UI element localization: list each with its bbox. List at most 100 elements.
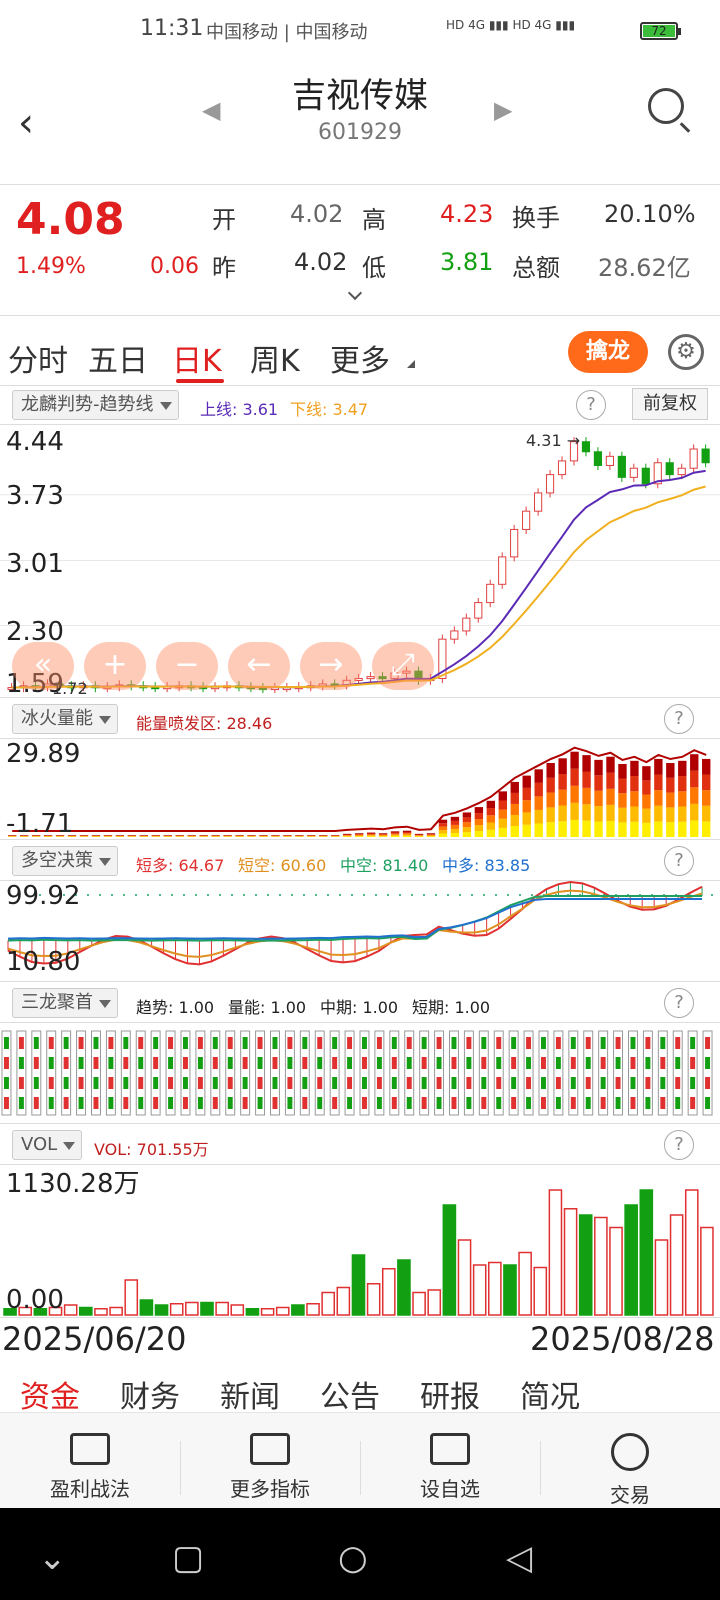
indicator-select-sanlong[interactable]: 三龙聚首 [12, 988, 118, 1018]
candle [486, 583, 495, 604]
indicator-select-vol[interactable]: VOL [12, 1130, 83, 1160]
energy-bar [666, 822, 675, 837]
zoom-out-icon[interactable]: − [156, 642, 218, 690]
sanlong-cell [183, 1057, 188, 1069]
add-watchlist-button[interactable]: 设自选 [360, 1413, 540, 1509]
tab-more[interactable]: 更多 [330, 344, 390, 379]
tab-news[interactable]: 新闻 [220, 1380, 280, 1415]
sanlong-cell [168, 1057, 174, 1069]
status-time: 11:31 [140, 16, 204, 41]
energy-chart[interactable]: 29.89 -1.71 [0, 738, 720, 840]
energy-bar [355, 834, 364, 836]
tab-timeshare[interactable]: 分时 [8, 344, 68, 379]
active-tab-underline [176, 379, 224, 383]
sanlong-cell [406, 1037, 412, 1049]
tab-finance[interactable]: 财务 [120, 1380, 180, 1415]
sanlong-box [568, 1030, 579, 1116]
profit-strategy-button[interactable]: 盈利战法 [0, 1413, 180, 1509]
candle [450, 630, 459, 640]
settings-gear-icon[interactable]: ⚙ [668, 334, 704, 370]
volume-bar [230, 1304, 245, 1316]
indicator-select-energy[interactable]: 冰火量能 [12, 704, 118, 734]
indicator-select-longshort[interactable]: 多空决策 [12, 846, 118, 876]
expand-icon[interactable] [347, 285, 363, 301]
sanlong-cell [630, 1097, 636, 1109]
dot [447, 894, 449, 896]
fullscreen-icon[interactable]: ⤢ [372, 642, 434, 690]
next-stock-icon[interactable]: ▶ [494, 96, 513, 124]
kline-chart[interactable]: 4.44 3.73 3.01 2.30 1.59 1.72 4.31 → [0, 424, 720, 699]
pan-left-icon[interactable]: ← [228, 642, 290, 690]
help-icon[interactable]: ? [576, 390, 606, 420]
trade-button[interactable]: 交易 [540, 1413, 720, 1509]
dot [531, 894, 533, 896]
energy-bar [558, 789, 567, 806]
energy-bar [642, 780, 651, 795]
tab-research[interactable]: 研报 [420, 1380, 480, 1415]
energy-bar [390, 832, 400, 834]
nav-down-icon[interactable]: ⌄ [38, 1538, 67, 1578]
energy-bar [378, 833, 388, 834]
energy-bar [510, 792, 519, 804]
sanlong-box [16, 1030, 27, 1116]
energy-svg [8, 746, 711, 837]
energy-bar [582, 755, 591, 772]
sanlong-cell [332, 1097, 338, 1109]
volume-bar [609, 1226, 623, 1316]
sanlong-box [672, 1030, 683, 1116]
volume-bar [154, 1304, 169, 1316]
help-icon[interactable]: ? [664, 704, 694, 734]
sanlong-cell [481, 1057, 487, 1069]
qinlong-button[interactable]: 擒龙 [568, 331, 648, 373]
nav-recent-icon[interactable]: ▢ [172, 1538, 205, 1578]
energy-bar [618, 793, 627, 808]
pan-right-icon[interactable]: → [300, 642, 362, 690]
energy-bar [570, 751, 579, 769]
search-icon[interactable] [648, 88, 684, 124]
help-icon[interactable]: ? [664, 988, 694, 1018]
tab-week-k[interactable]: 周K [250, 344, 300, 379]
sanlong-cell [183, 1077, 188, 1089]
indicator-bar-energy: 冰火量能 能量喷发区: 28.46 ? [0, 700, 720, 736]
tab-five-day[interactable]: 五日 [88, 344, 148, 379]
sanlong-cell [138, 1077, 144, 1089]
dot [279, 894, 281, 896]
volume-bar [351, 1254, 366, 1316]
sanlong-chart[interactable] [0, 1022, 720, 1124]
adjust-button[interactable]: 前复权 [632, 388, 708, 420]
volume-chart[interactable]: 1130.28万 0.00 [0, 1164, 720, 1318]
zoom-first-icon[interactable]: « [12, 642, 74, 690]
tab-funds[interactable]: 资金 [20, 1380, 80, 1415]
sanlong-cell [227, 1077, 233, 1089]
energy-bar [498, 800, 507, 810]
energy-bar [678, 821, 687, 837]
nav-home-icon[interactable]: ○ [338, 1538, 368, 1578]
more-indicators-button[interactable]: 更多指标 [180, 1413, 360, 1509]
help-icon[interactable]: ? [664, 1130, 694, 1160]
dot [39, 894, 41, 896]
volume-bar [33, 1308, 48, 1316]
back-icon[interactable]: ‹ [18, 100, 34, 146]
volume-bar [381, 1268, 396, 1316]
sanlong-cell [436, 1057, 442, 1069]
sanlong-cell [421, 1037, 427, 1049]
tab-announcements[interactable]: 公告 [320, 1380, 380, 1415]
indicator-select-trend[interactable]: 龙麟判势-趋势线 [12, 390, 179, 420]
sanlong-cell [197, 1097, 203, 1109]
help-icon[interactable]: ? [664, 846, 694, 876]
tab-day-k[interactable]: 日K [172, 344, 222, 379]
sanlong-cell [4, 1077, 9, 1089]
dot [171, 894, 173, 896]
open-value: 4.02 [290, 200, 344, 228]
nav-back-icon[interactable]: ◁ [506, 1538, 533, 1578]
longshort-chart[interactable]: 99.92 10.80 [0, 880, 720, 982]
kline-svg [0, 437, 720, 694]
tab-profile[interactable]: 简况 [520, 1380, 580, 1415]
amount-value: 28.62亿 [598, 254, 691, 282]
zoom-in-icon[interactable]: + [84, 642, 146, 690]
energy-bar [534, 782, 543, 797]
sanlong-box [478, 1030, 489, 1116]
volume-bar [366, 1283, 381, 1316]
volume-bar [533, 1266, 548, 1316]
prev-stock-icon[interactable]: ◀ [202, 96, 221, 124]
